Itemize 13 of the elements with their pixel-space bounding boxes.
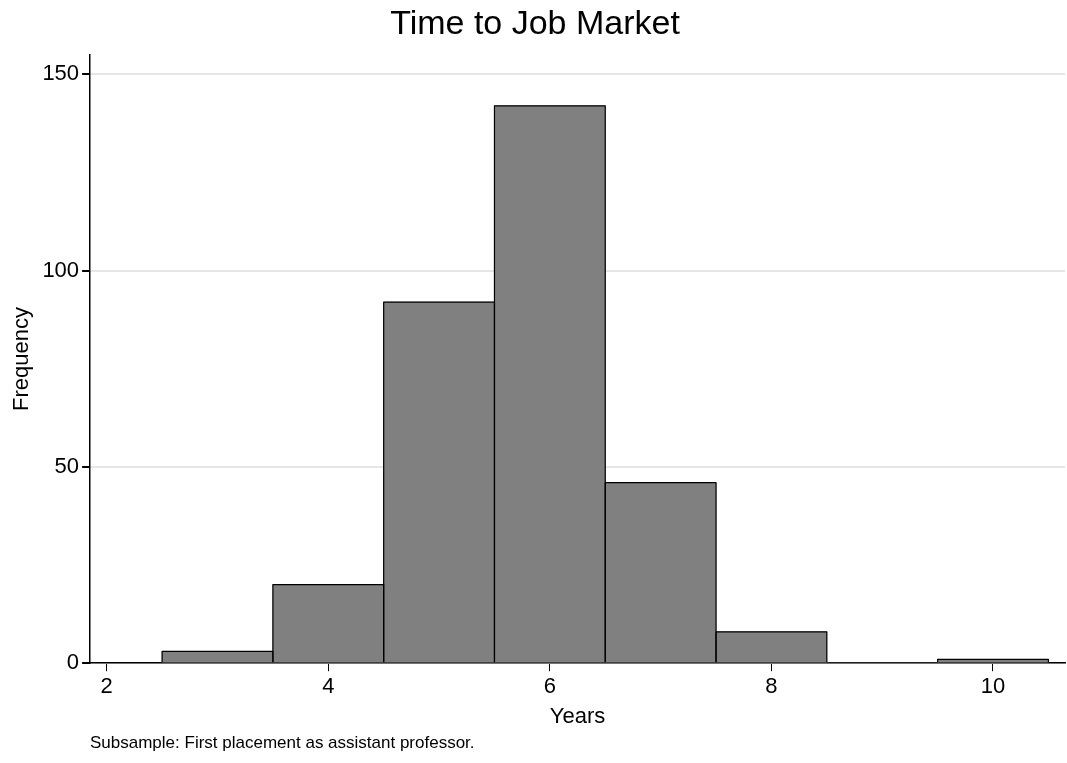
y-tick-label: 0 [66, 649, 80, 675]
x-tick-label: 8 [765, 673, 778, 699]
y-axis-title: Frequency [8, 307, 34, 411]
y-tick-label: 150 [42, 60, 80, 86]
x-tick-label: 10 [980, 673, 1006, 699]
x-tick-label: 4 [322, 673, 335, 699]
chart-title: Time to Job Market [390, 2, 681, 41]
x-tick-label: 6 [543, 673, 556, 699]
x-tick-label: 2 [100, 673, 113, 699]
text: Subsample: First placement as assistant professor. [90, 733, 475, 753]
x-axis-title: Years [549, 702, 606, 728]
y-tick-label: 50 [54, 453, 80, 478]
y-tick-label: 100 [42, 256, 80, 282]
